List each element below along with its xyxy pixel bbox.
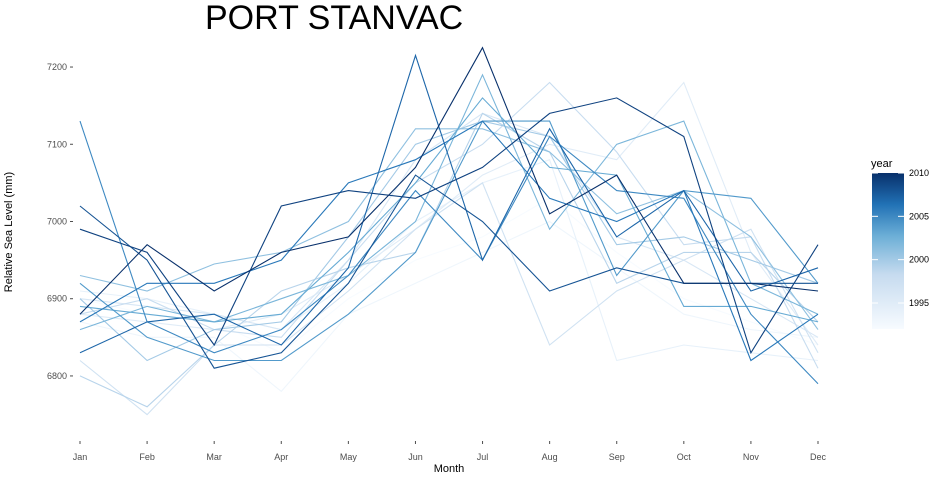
x-tick-label-jul: Jul [477, 452, 489, 462]
plot-lines [79, 46, 819, 416]
chart-title: PORT STANVAC [205, 0, 463, 37]
series-line-1996 [79, 112, 819, 338]
x-tick-label-jan: Jan [73, 452, 88, 462]
y-tick-label-7200: 7200 [47, 62, 67, 72]
x-tick-label-sep: Sep [609, 452, 625, 462]
series-line-2000 [79, 120, 819, 362]
y-axis: 6800 6900 7000 7100 7200 [47, 62, 73, 381]
x-tick-label-dec: Dec [810, 452, 827, 462]
series-line-2003 [79, 97, 819, 323]
x-tick-label-may: May [340, 452, 358, 462]
y-tick-label-7100: 7100 [47, 139, 67, 149]
series-line-2008 [79, 174, 818, 369]
series-line-1993 [79, 220, 819, 393]
legend-title: year [871, 158, 893, 170]
series-line-2010 [79, 46, 819, 315]
x-tick-label-apr: Apr [274, 452, 288, 462]
y-tick-label-7000: 7000 [47, 216, 67, 226]
series-line-2007 [79, 53, 819, 354]
series-line-1998 [79, 81, 819, 369]
x-tick-label-aug: Aug [542, 452, 558, 462]
legend-ticks: 1995 2000 2005 2010 [872, 168, 929, 308]
y-tick-label-6800: 6800 [47, 371, 67, 381]
series-line-1997 [79, 182, 819, 416]
legend-label-2005: 2005 [909, 211, 929, 221]
y-axis-title: Relative Sea Level (mm) [3, 172, 15, 292]
x-tick-label-jun: Jun [408, 452, 423, 462]
series-line-2001 [79, 128, 819, 330]
year-legend: year 1995 2000 2005 2010 [871, 158, 929, 329]
y-tick-label-6900: 6900 [47, 294, 67, 304]
x-tick-label-mar: Mar [206, 452, 222, 462]
x-axis-title: Month [434, 463, 465, 475]
x-tick-label-feb: Feb [139, 452, 155, 462]
series-line-2009 [79, 97, 819, 355]
legend-label-2000: 2000 [909, 255, 929, 265]
series-line-2004 [79, 120, 819, 362]
x-tick-label-oct: Oct [677, 452, 692, 462]
series-line-2002 [79, 73, 819, 331]
legend-label-1995: 1995 [909, 298, 929, 308]
legend-colorbar [872, 173, 904, 329]
series-line-1995 [79, 81, 819, 346]
legend-label-2010: 2010 [909, 168, 929, 178]
x-tick-label-nov: Nov [743, 452, 760, 462]
x-axis: Jan Feb Mar Apr May Jun Jul Aug Sep Oct Nov Dec [73, 441, 827, 462]
